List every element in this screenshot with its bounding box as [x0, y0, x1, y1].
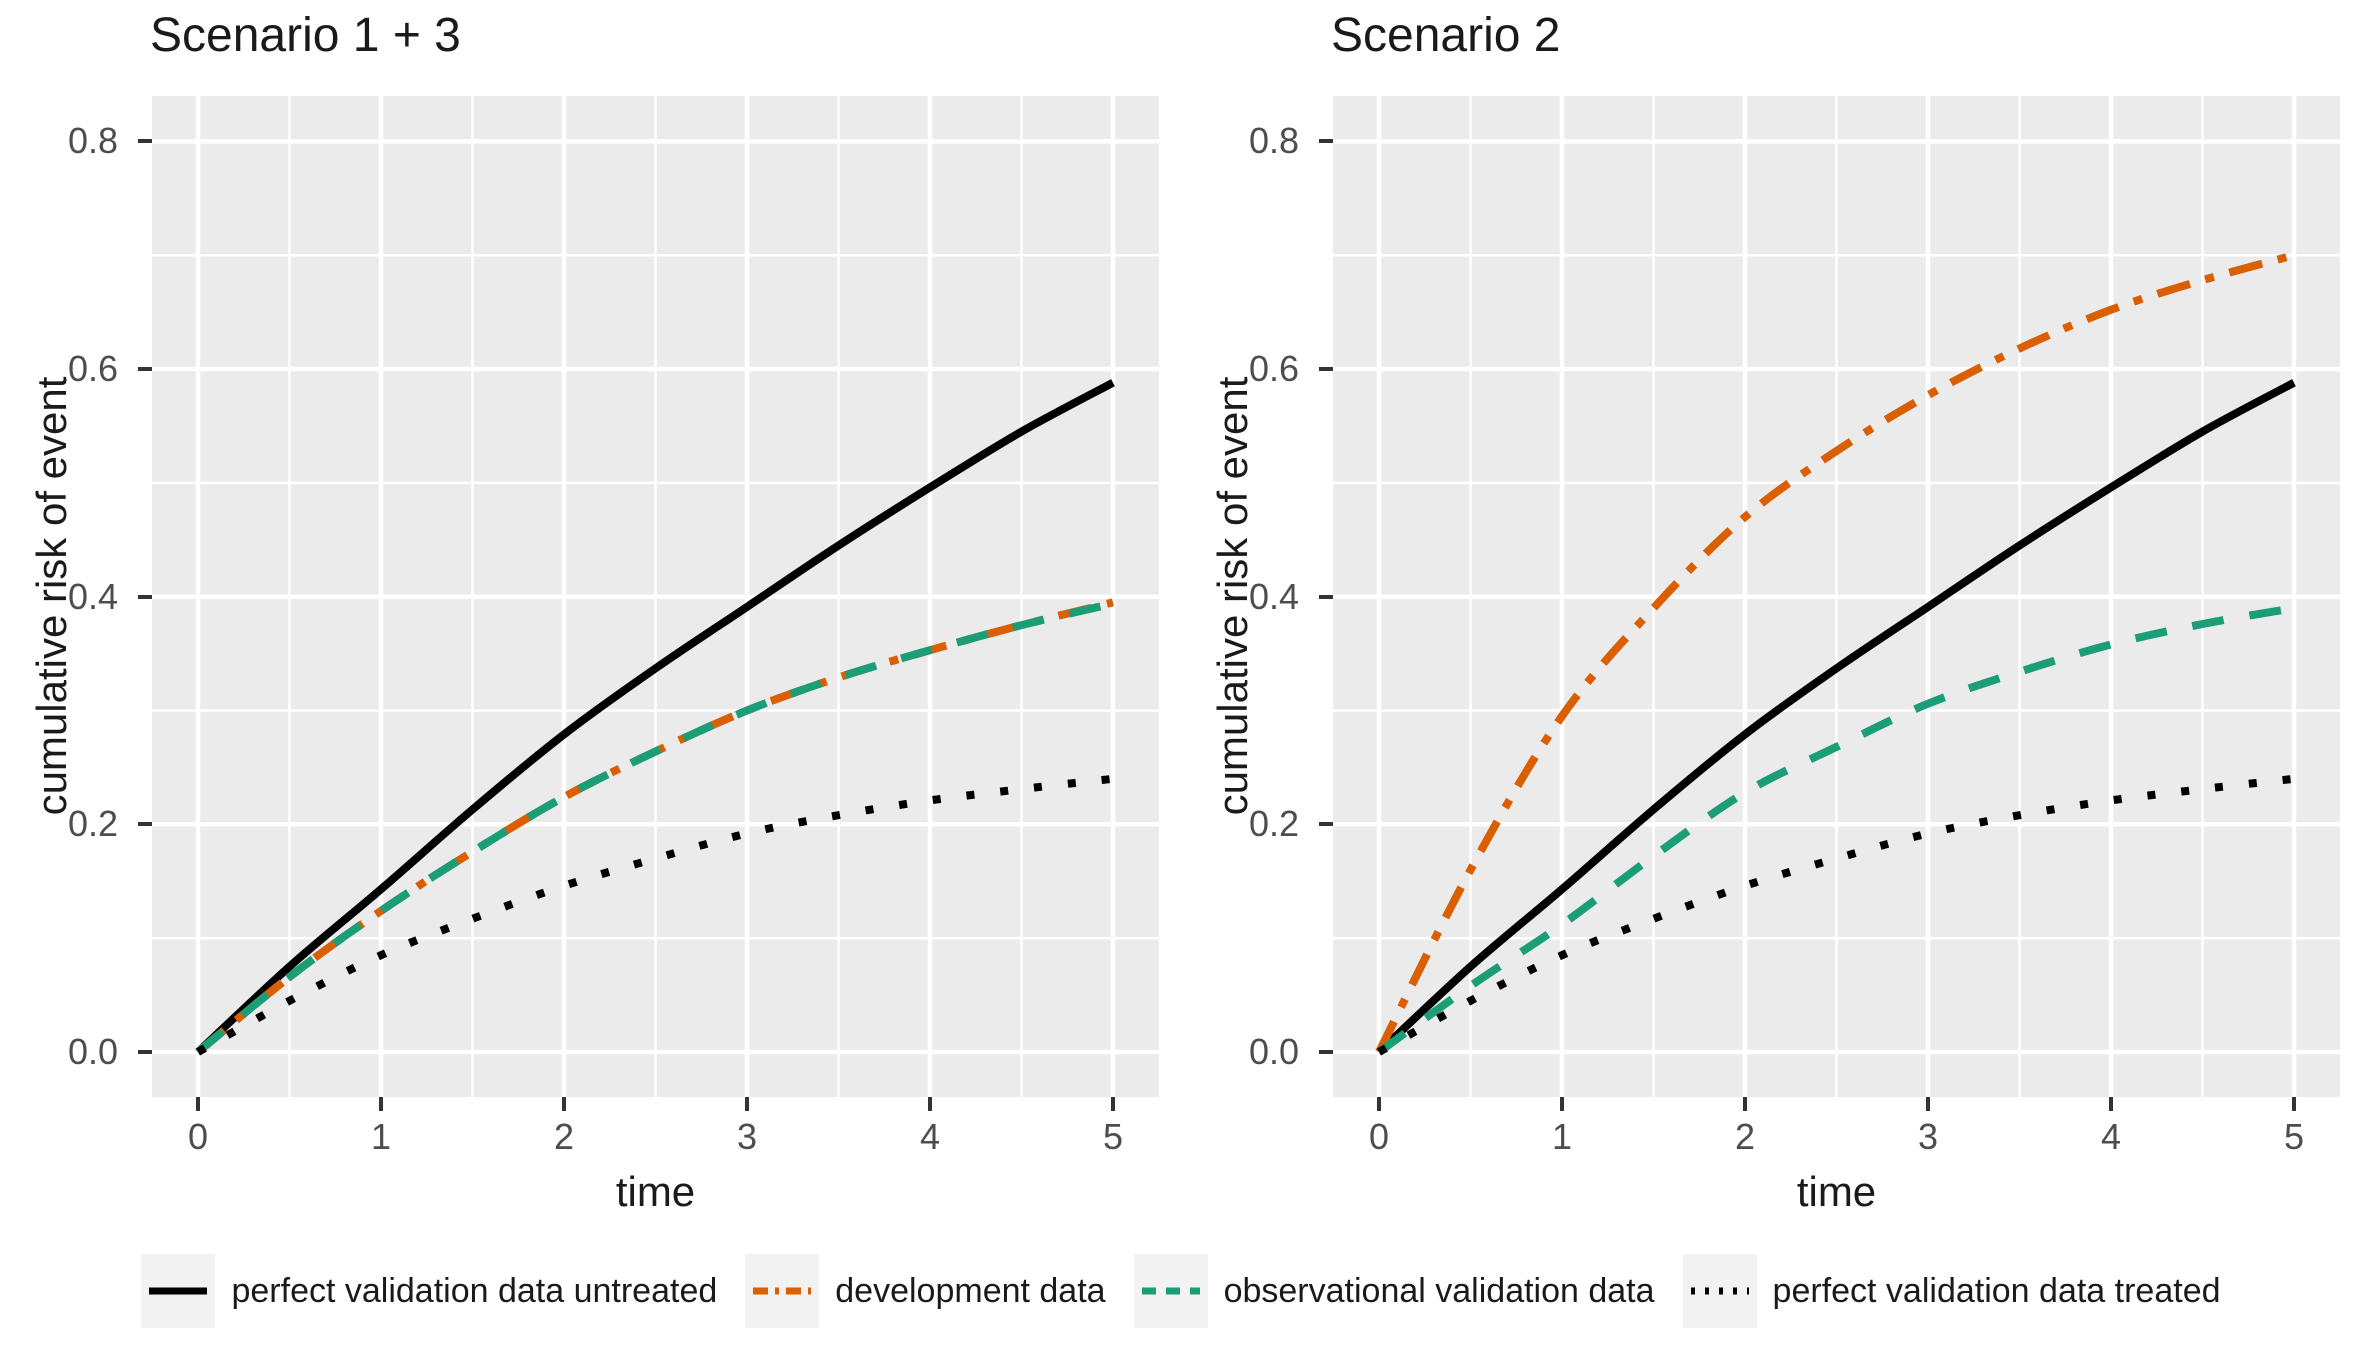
plot-area-scenario-1-3	[152, 96, 1159, 1097]
x-tick-label: 4	[2100, 1116, 2122, 1157]
y-tick-mark	[138, 1050, 152, 1054]
y-tick-label: 0.8	[1248, 120, 1299, 162]
y-tick-mark	[138, 367, 152, 372]
x-tick-label: 2	[553, 1116, 575, 1157]
legend-label: observational validation data	[1223, 1271, 1655, 1310]
y-tick-mark	[138, 594, 152, 599]
y-tick-mark	[1319, 1050, 1333, 1054]
legend-key-dashed-line-icon	[1133, 1254, 1208, 1328]
legend-label: perfect validation data treated	[1772, 1271, 2221, 1310]
legend-key-dotted-line-icon	[1682, 1254, 1757, 1328]
x-tick-mark	[1111, 1097, 1115, 1111]
x-tick-mark	[1560, 1097, 1564, 1111]
x-tick-mark	[379, 1097, 383, 1111]
x-tick-mark	[1926, 1097, 1930, 1111]
y-tick-label: 0.4	[1248, 575, 1299, 617]
y-tick-label: 0.0	[67, 1031, 118, 1072]
curve-observational-validation-data	[1376, 604, 2295, 1056]
y-tick-mark	[138, 139, 152, 144]
x-tick-label: 1	[370, 1116, 392, 1157]
x-tick-mark	[928, 1097, 932, 1111]
curve-perfect-validation-data-untreated	[195, 379, 1115, 1055]
legend-label: perfect validation data untreated	[231, 1271, 718, 1310]
plot-area-scenario-2	[1333, 96, 2340, 1097]
legend-item-perfect-validation-data-untreated: perfect validation data untreated	[141, 1254, 717, 1328]
x-axis-title: time	[615, 1168, 696, 1215]
y-tick-label: 0.0	[1248, 1031, 1299, 1072]
curve-perfect-validation-data-untreated	[1376, 379, 2296, 1055]
y-tick-label: 0.2	[67, 803, 118, 845]
chart-legend: perfect validation data untreated develop…	[0, 1246, 2362, 1336]
y-tick-label: 0.8	[67, 120, 118, 162]
curve-observational-validation-data	[195, 599, 1114, 1056]
x-tick-mark	[2292, 1097, 2296, 1111]
x-tick-label: 3	[1917, 1116, 1939, 1157]
legend-key-dashdot-line-icon	[745, 1254, 820, 1328]
x-tick-mark	[562, 1097, 566, 1111]
x-tick-label: 0	[1368, 1116, 1390, 1157]
x-tick-mark	[196, 1097, 200, 1111]
y-tick-mark	[1319, 594, 1333, 599]
y-tick-mark	[1319, 139, 1333, 144]
subplot-scenario-1-3: Scenario 1 + 3 cumulative risk of event …	[28, 9, 1159, 1215]
panel-title: Scenario 1 + 3	[150, 9, 461, 62]
x-tick-label: 4	[919, 1116, 941, 1157]
y-tick-mark	[1319, 367, 1333, 372]
x-tick-label: 2	[1734, 1116, 1756, 1157]
x-tick-mark	[745, 1097, 749, 1111]
legend-item-perfect-validation-data-treated: perfect validation data treated	[1682, 1254, 2221, 1328]
x-tick-label: 5	[1102, 1116, 1124, 1157]
legend-item-observational-validation-data: observational validation data	[1133, 1254, 1655, 1328]
x-axis-title: time	[1796, 1168, 1877, 1215]
y-tick-label: 0.6	[1248, 348, 1299, 390]
x-tick-label: 1	[1551, 1116, 1573, 1157]
y-tick-mark	[1319, 822, 1333, 827]
legend-label: development data	[835, 1271, 1106, 1310]
y-tick-label: 0.6	[67, 348, 118, 390]
curve-development-data	[1375, 251, 2296, 1054]
x-tick-label: 3	[736, 1116, 758, 1157]
legend-item-development-data: development data	[745, 1254, 1106, 1328]
x-tick-label: 5	[2283, 1116, 2305, 1157]
x-tick-mark	[1377, 1097, 1381, 1111]
subplot-scenario-2: Scenario 2 cumulative risk of event 0.0 0…	[1181, 0, 2362, 1352]
y-tick-label: 0.2	[1248, 803, 1299, 845]
x-tick-mark	[2109, 1097, 2113, 1111]
y-tick-mark	[138, 822, 152, 827]
legend-key-solid-line-icon	[141, 1254, 216, 1328]
x-tick-mark	[1743, 1097, 1747, 1111]
x-tick-label: 0	[187, 1116, 209, 1157]
panel-title: Scenario 2	[1331, 9, 1561, 62]
y-tick-label: 0.4	[67, 575, 118, 617]
gridlines	[1333, 96, 2340, 1097]
gridlines	[152, 96, 1159, 1097]
